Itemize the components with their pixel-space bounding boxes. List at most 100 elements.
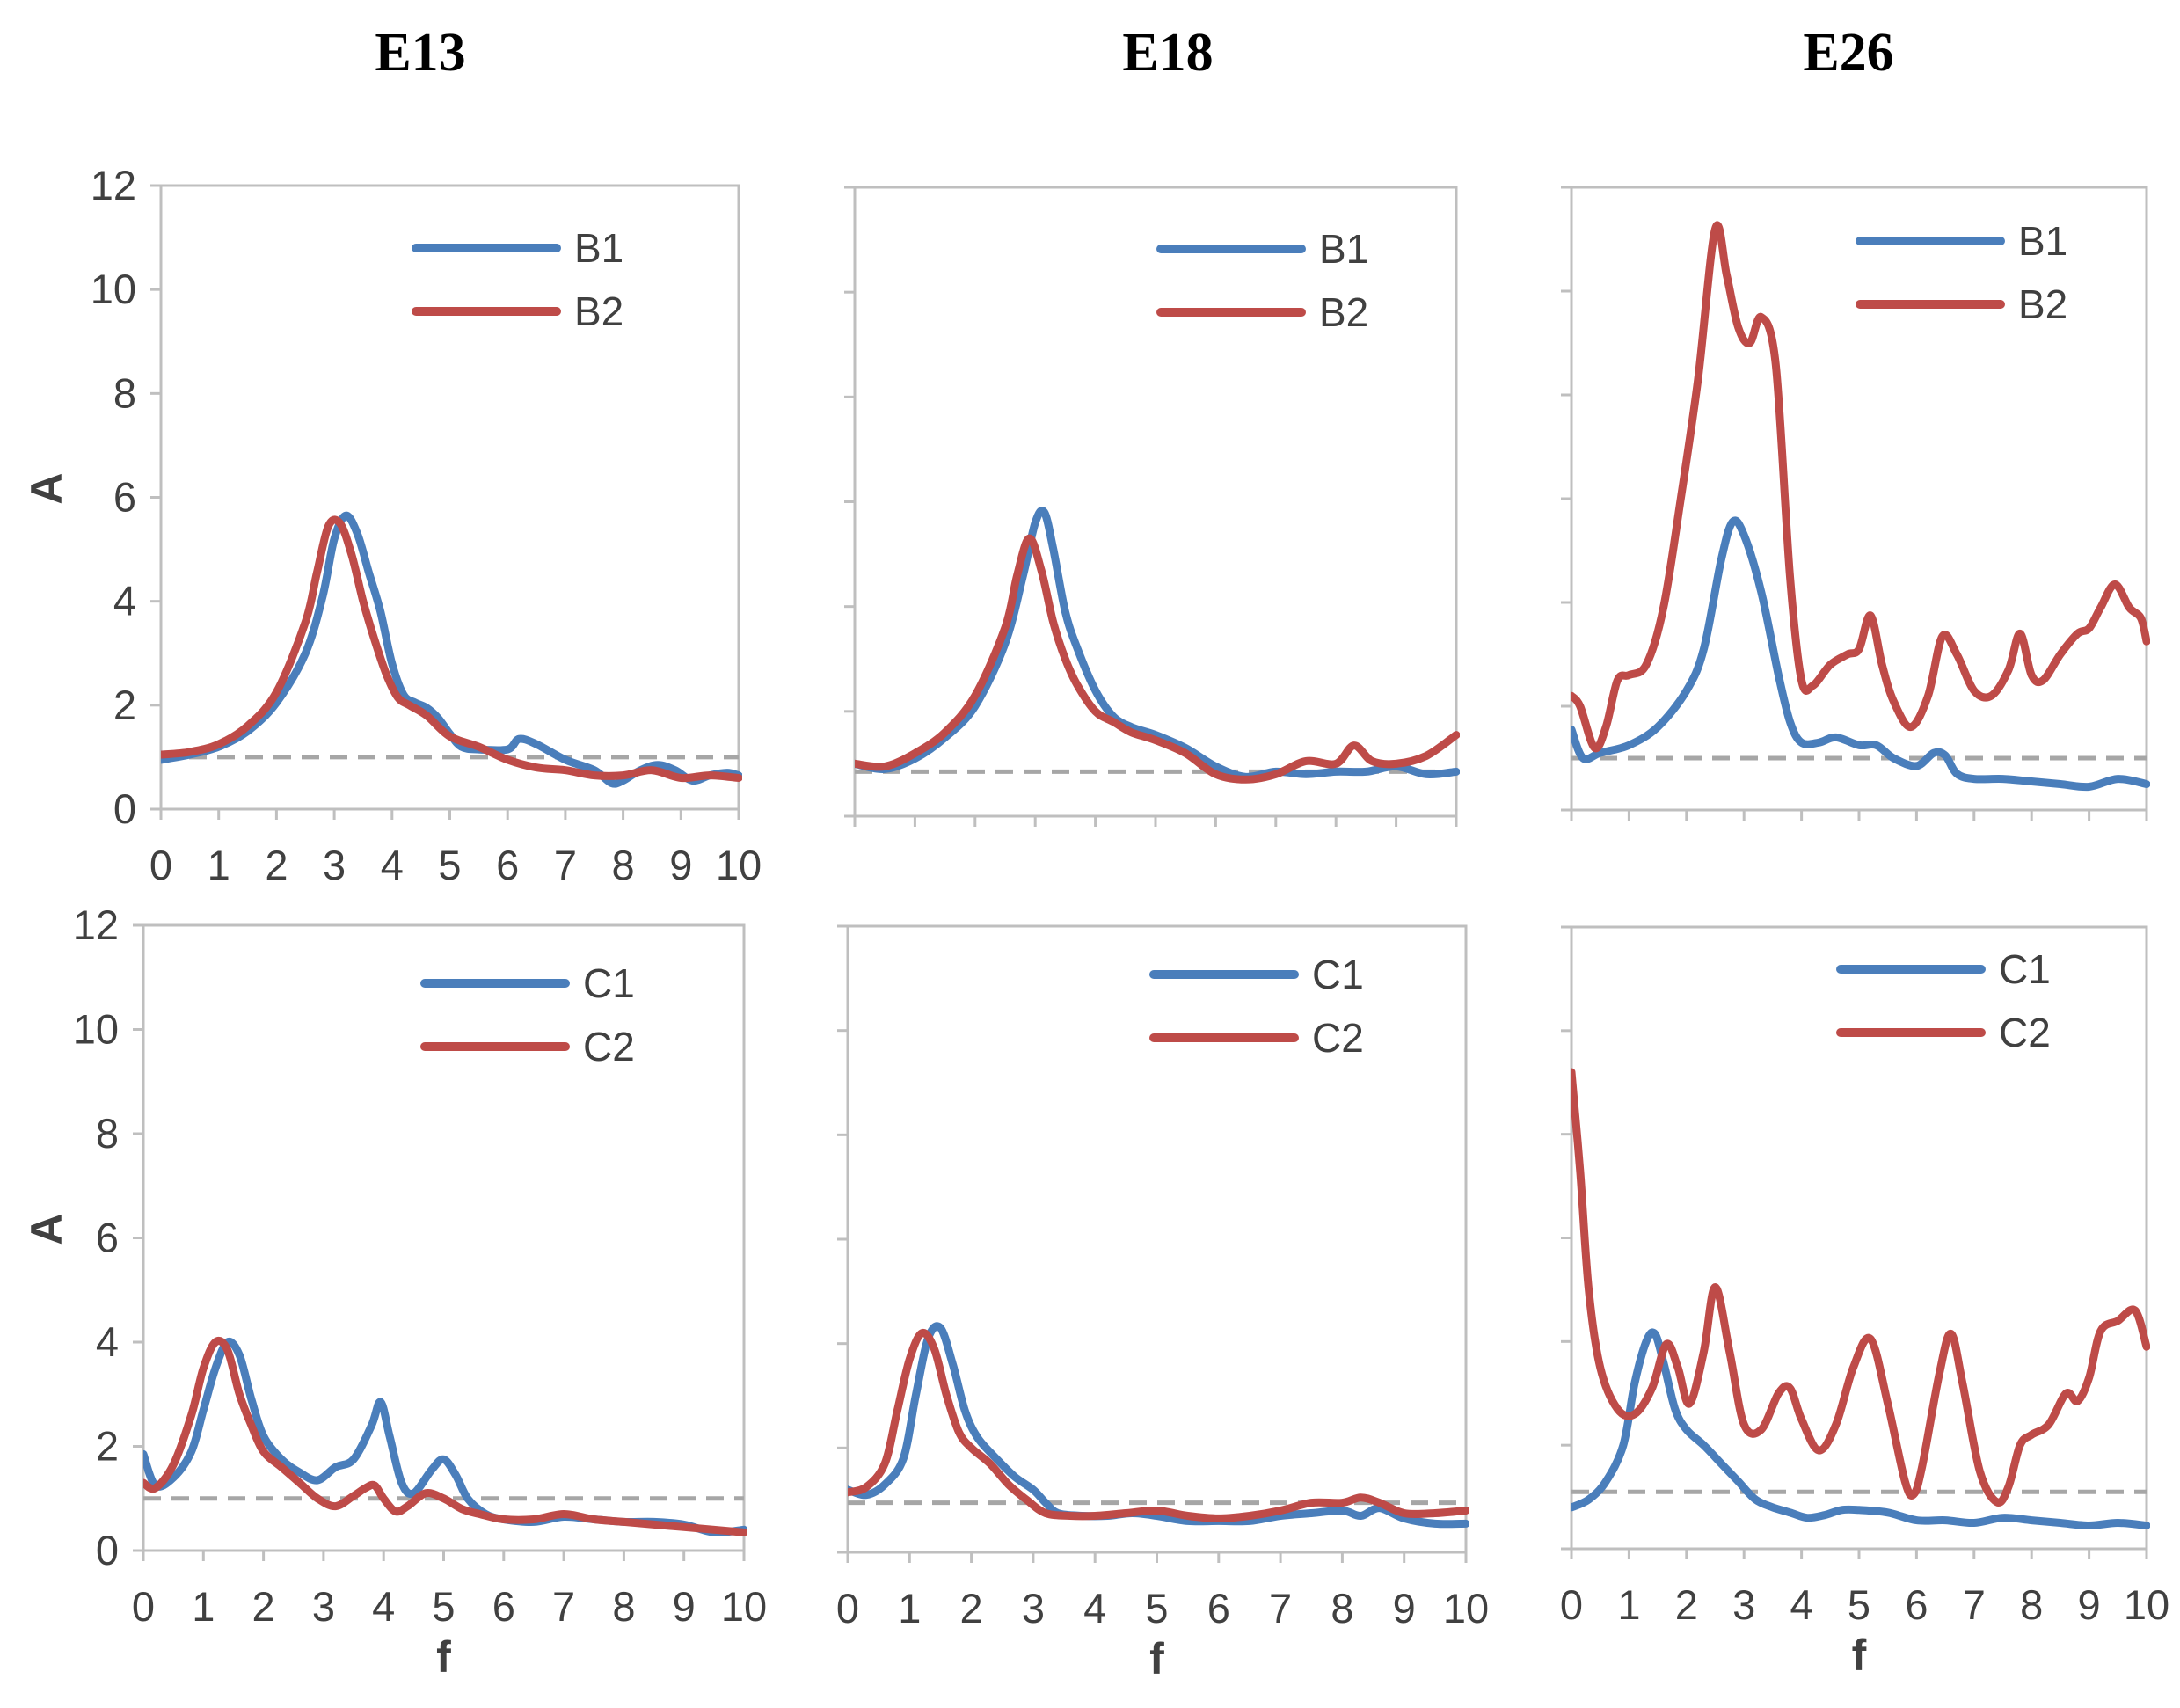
y-tick-label: 8 [96, 1110, 119, 1157]
x-axis-title: f [1852, 1631, 1867, 1680]
x-tick-label: 2 [252, 1583, 275, 1630]
series-line-c2 [1571, 1068, 2150, 1507]
x-tick-label: 2 [1675, 1581, 1698, 1628]
x-tick-label: 5 [1145, 1585, 1168, 1631]
x-tick-label: 0 [132, 1583, 155, 1630]
series-line-b1 [161, 511, 742, 788]
column-title-e13: E13 [375, 23, 465, 83]
x-tick-label: 8 [1331, 1585, 1353, 1631]
x-tick-label: 8 [612, 842, 635, 888]
legend-label-c2: C2 [1999, 1010, 2051, 1055]
legend-label-b2: B2 [2018, 281, 2067, 327]
legend-label-b1: B1 [1319, 226, 1368, 272]
y-tick-label: 6 [113, 474, 136, 521]
y-tick-label: 12 [91, 162, 136, 208]
x-tick-label: 6 [492, 1583, 515, 1630]
x-axis-title: f [436, 1632, 451, 1682]
x-tick-label: 7 [554, 842, 577, 888]
series-line-c2 [143, 1337, 747, 1536]
x-tick-label: 0 [149, 842, 172, 888]
x-tick-label: 2 [265, 842, 288, 888]
x-tick-label: 1 [898, 1585, 921, 1631]
x-tick-label: 9 [669, 842, 692, 888]
x-tick-label: 3 [323, 842, 346, 888]
x-tick-label: 9 [673, 1583, 696, 1630]
series-line-c2 [848, 1329, 1469, 1522]
legend-label-c1: C1 [1999, 946, 2051, 992]
y-axis-title: A [22, 472, 71, 504]
legend-label-b2: B2 [1319, 289, 1368, 335]
y-tick-label: 6 [96, 1215, 119, 1261]
x-tick-label: 10 [2124, 1581, 2169, 1628]
plot-frame [159, 184, 740, 811]
column-titles: E13 E18 E26 [375, 23, 1893, 83]
x-tick-label: 9 [1393, 1585, 1416, 1631]
y-tick-label: 10 [73, 1006, 119, 1053]
series-line-b2 [161, 515, 742, 783]
y-tick-label: 8 [113, 369, 136, 416]
x-tick-label: 3 [1022, 1585, 1045, 1631]
y-tick-label: 2 [96, 1423, 119, 1470]
y-tick-label: 12 [73, 901, 119, 948]
legend-label-c1: C1 [583, 960, 635, 1006]
series-line-b1 [855, 507, 1460, 781]
x-tick-label: 6 [1207, 1585, 1230, 1631]
y-tick-label: 4 [96, 1318, 119, 1365]
y-tick-label: 10 [91, 266, 136, 312]
legend-label-c2: C2 [583, 1024, 635, 1069]
x-tick-label: 6 [496, 842, 519, 888]
x-tick-label: 5 [432, 1583, 455, 1630]
x-tick-label: 4 [1790, 1581, 1813, 1628]
plot-frame [846, 924, 1468, 1554]
x-tick-label: 1 [1617, 1581, 1640, 1628]
legend-label-b1: B1 [2018, 218, 2067, 264]
column-title-e26: E26 [1803, 23, 1893, 83]
x-tick-label: 5 [438, 842, 461, 888]
x-tick-label: 4 [381, 842, 404, 888]
plot-frame [853, 186, 1458, 818]
x-tick-label: 9 [2078, 1581, 2101, 1628]
x-tick-label: 10 [716, 842, 762, 888]
legend-label-c2: C2 [1312, 1015, 1364, 1061]
legend-label-b1: B1 [574, 225, 623, 271]
x-tick-label: 3 [312, 1583, 335, 1630]
y-tick-label: 0 [96, 1527, 119, 1573]
series-line-c1 [1571, 1328, 2150, 1529]
x-tick-label: 10 [1443, 1585, 1489, 1631]
y-axis-title: A [22, 1213, 71, 1245]
series-line-b1 [1571, 516, 2150, 792]
x-tick-label: 1 [192, 1583, 215, 1630]
x-tick-label: 1 [208, 842, 230, 888]
x-tick-label: 0 [836, 1585, 859, 1631]
x-tick-label: 3 [1732, 1581, 1755, 1628]
x-tick-label: 10 [721, 1583, 767, 1630]
legend-label-b2: B2 [574, 288, 623, 334]
x-tick-label: 8 [612, 1583, 635, 1630]
series-line-b2 [855, 534, 1460, 784]
y-tick-label: 2 [113, 682, 136, 728]
column-title-e18: E18 [1122, 23, 1213, 83]
x-tick-label: 7 [1963, 1581, 1986, 1628]
series-line-b2 [1571, 221, 2150, 753]
x-tick-label: 2 [960, 1585, 983, 1631]
x-tick-label: 0 [1560, 1581, 1583, 1628]
x-tick-label: 4 [372, 1583, 395, 1630]
y-tick-label: 0 [113, 785, 136, 832]
x-tick-label: 4 [1083, 1585, 1106, 1631]
x-tick-label: 7 [552, 1583, 575, 1630]
legend-label-c1: C1 [1312, 952, 1364, 997]
plot-frame [1570, 925, 2148, 1551]
